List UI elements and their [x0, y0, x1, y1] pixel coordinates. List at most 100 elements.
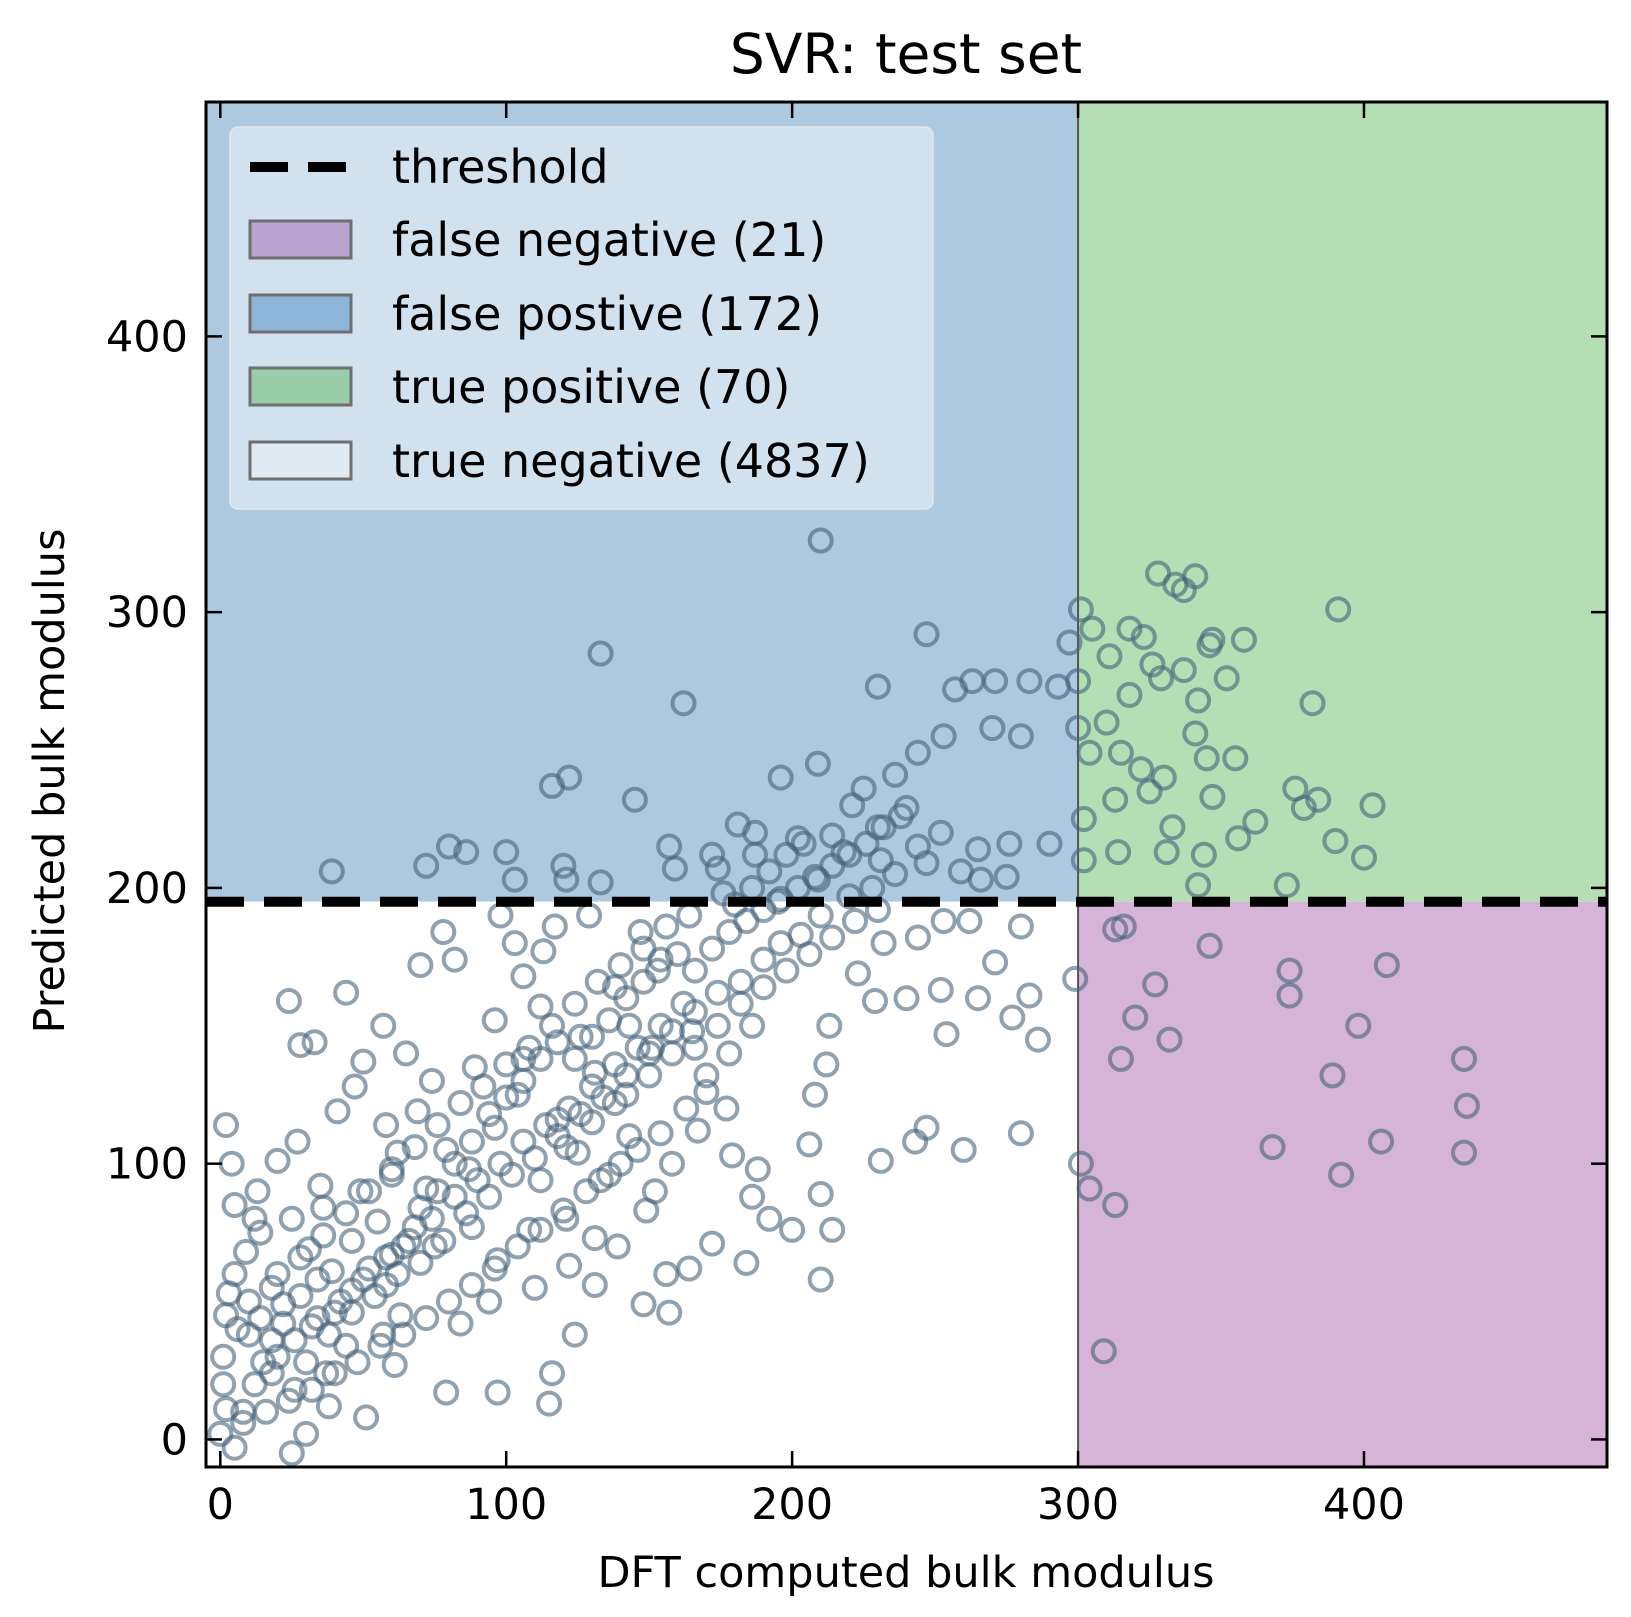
scatter-point [590, 1084, 617, 1111]
scatter-point [930, 908, 957, 934]
scatter-point [893, 985, 920, 1012]
scatter-point [447, 1310, 474, 1337]
scatter-point [982, 668, 1009, 695]
scatter-point [1142, 971, 1169, 998]
scatter-point [807, 527, 834, 554]
scatter-point [539, 1360, 565, 1387]
scatter-point [1222, 745, 1249, 772]
scatter-point [484, 1379, 511, 1406]
scatter-point [813, 1051, 840, 1078]
scatter-point [381, 1352, 408, 1378]
plot-frame [204, 100, 1609, 1469]
scatter-point [430, 919, 457, 945]
scatter-point [561, 1045, 588, 1072]
scatter-point [627, 919, 654, 945]
legend-true-positive-swatch [248, 366, 353, 407]
scatter-point [324, 1098, 351, 1125]
scatter-point [1056, 629, 1083, 656]
x-tick-label: 300 [1037, 1480, 1119, 1530]
scatter-point [965, 985, 991, 1012]
x-tick-label: 200 [751, 1480, 833, 1530]
scatter-point [453, 1200, 480, 1227]
scatter-point [310, 1222, 337, 1249]
scatter-point [387, 1302, 414, 1329]
scatter-point [210, 1371, 237, 1398]
scatter-point [1070, 847, 1097, 874]
scatter-point [621, 786, 648, 813]
scatter-point [396, 1227, 422, 1254]
scatter-point [704, 1012, 731, 1039]
scatter-point [927, 976, 954, 1003]
scatter-point [584, 968, 611, 995]
scatter-point [493, 839, 520, 866]
scatter-point [313, 1360, 340, 1387]
scatter-point [904, 739, 931, 766]
scatter-point [670, 990, 697, 1017]
scatter-point [1136, 778, 1163, 805]
scatter-point [664, 941, 691, 968]
scatter-point [1067, 1150, 1094, 1177]
y-tick-label: 300 [106, 588, 188, 638]
scatter-point [739, 1183, 766, 1210]
scatter-point [1007, 1120, 1034, 1147]
scatter-point [321, 1299, 348, 1326]
scatter-point [407, 1249, 434, 1276]
scatter-point [1128, 756, 1154, 783]
scatter-point [424, 1112, 451, 1139]
scatter-point [1373, 952, 1400, 979]
scatter-point [527, 993, 554, 1020]
scatter-point [341, 1073, 368, 1100]
scatter-point [979, 715, 1006, 741]
y-axis-title: Predicted bulk modulus [25, 529, 75, 1034]
legend-false-negative-swatch [248, 219, 353, 260]
scatter-point [1290, 794, 1317, 821]
scatter-point [867, 1147, 894, 1174]
scatter-point [587, 640, 614, 667]
scatter-point [1148, 665, 1174, 692]
scatter-point [301, 1029, 328, 1056]
scatter-point [561, 990, 588, 1017]
scatter-point [418, 1067, 445, 1094]
scatter-point [716, 1040, 743, 1067]
scatter-point [393, 1040, 420, 1067]
scatter-point [378, 1156, 405, 1183]
scatter-point [318, 858, 345, 885]
scatter-point [867, 847, 894, 874]
scatter-point [504, 1081, 531, 1108]
scatter-point [656, 1299, 683, 1326]
scatter-point [373, 1272, 400, 1298]
scatter-point [413, 1305, 440, 1332]
scatter-point [504, 1233, 531, 1260]
scatter-point [1016, 668, 1043, 695]
scatter-point [287, 1032, 314, 1059]
legend-label-true-positive: true positive (70) [392, 360, 791, 414]
scatter-point [481, 1007, 508, 1034]
scatter-point [433, 1136, 460, 1163]
scatter-point [407, 952, 434, 979]
scatter-point [742, 841, 768, 868]
scatter-point [413, 852, 440, 879]
scatter-point [819, 1216, 846, 1243]
scatter-point [207, 1420, 234, 1447]
scatter-point [275, 988, 302, 1014]
legend-box [229, 126, 934, 510]
scatter-point [550, 852, 577, 879]
scatter-point [739, 1012, 766, 1039]
scatter-point [264, 1261, 291, 1287]
scatter-point [333, 1200, 360, 1227]
scatter-point [853, 830, 880, 857]
scatter-point [1199, 783, 1226, 810]
scatter-point [1076, 1175, 1103, 1202]
scatter-point [616, 1123, 643, 1150]
scatter-point [287, 1283, 314, 1309]
scatter-point [1242, 808, 1269, 835]
scatter-point [587, 869, 614, 896]
scatter-point [1007, 723, 1034, 750]
scatter-point [733, 1249, 760, 1276]
scatter-point [693, 1079, 720, 1105]
scatter-point [796, 1131, 823, 1158]
scatter-point [476, 1183, 503, 1210]
legend-label-true-negative: true negative (4837) [392, 434, 870, 488]
scatter-point [470, 1073, 497, 1100]
